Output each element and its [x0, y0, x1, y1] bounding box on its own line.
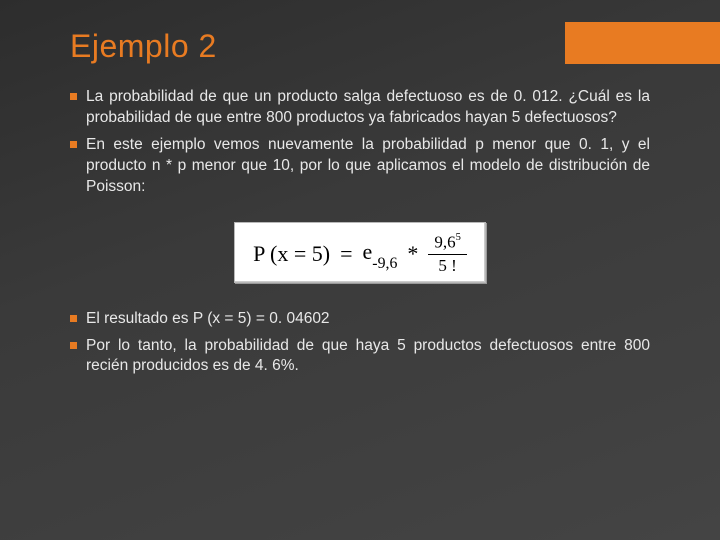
formula-e-exponent: -9,6	[372, 255, 397, 272]
bullet-item: En este ejemplo vemos nuevamente la prob…	[70, 135, 650, 198]
formula-eq: =	[340, 241, 352, 267]
formula-fraction: 9,65 5 !	[428, 233, 467, 276]
formula-mult: *	[407, 241, 418, 267]
formula-e: e	[363, 239, 373, 264]
bullet-list-top: La probabilidad de que un producto salga…	[70, 87, 650, 198]
poisson-formula: P (x = 5) = e-9,6 * 9,65 5 !	[234, 222, 486, 283]
bullet-item: El resultado es P (x = 5) = 0. 04602	[70, 309, 650, 330]
bullet-list-bottom: El resultado es P (x = 5) = 0. 04602 Por…	[70, 309, 650, 378]
formula-lhs: P (x = 5)	[253, 241, 330, 267]
slide: Ejemplo 2 La probabilidad de que un prod…	[0, 0, 720, 540]
bullet-item: Por lo tanto, la probabilidad de que hay…	[70, 336, 650, 378]
slide-title: Ejemplo 2	[70, 28, 650, 65]
accent-bar	[565, 22, 720, 64]
formula-numerator: 9,65	[428, 233, 467, 254]
bullet-item: La probabilidad de que un producto salga…	[70, 87, 650, 129]
formula-container: P (x = 5) = e-9,6 * 9,65 5 !	[70, 222, 650, 283]
formula-denominator: 5 !	[428, 254, 466, 276]
formula-num-exp: 5	[456, 232, 461, 243]
formula-num-base: 9,6	[434, 232, 455, 251]
formula-e-term: e-9,6	[363, 239, 398, 269]
